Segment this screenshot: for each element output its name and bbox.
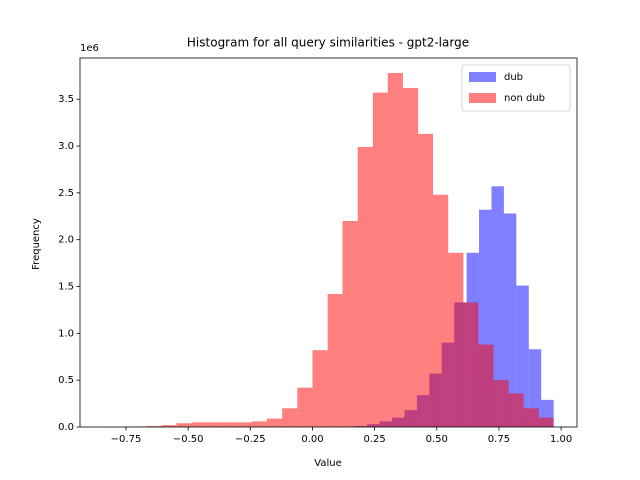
- x-axis-label: Value: [314, 458, 341, 469]
- legend-swatch: [469, 72, 496, 82]
- histogram-bar: [206, 422, 222, 427]
- x-tick-label: 0.25: [363, 434, 385, 445]
- histogram-bar: [146, 426, 162, 427]
- chart-title: Histogram for all query similarities - g…: [187, 36, 469, 50]
- histogram-bar: [372, 92, 388, 427]
- axes-frame: [79, 57, 578, 428]
- histogram-bar: [418, 133, 434, 427]
- histogram-bar: [312, 350, 328, 427]
- x-tick-label: 1.00: [550, 434, 572, 445]
- histogram-bar: [538, 417, 554, 427]
- histogram-bar: [221, 422, 237, 427]
- histogram-bar: [297, 387, 313, 427]
- histogram-bar: [463, 302, 479, 427]
- histogram-bar: [508, 393, 524, 427]
- histogram-bar: [342, 220, 358, 427]
- y-axis-label: Frequency: [31, 218, 42, 270]
- histogram-bar: [236, 422, 253, 427]
- histogram-bar: [266, 418, 283, 427]
- histogram-bar: [191, 422, 207, 427]
- x-tick-label: 0.00: [301, 434, 323, 445]
- histogram-bar: [357, 146, 373, 427]
- x-tick-label: −0.50: [173, 434, 204, 445]
- y-offset-label: 1e6: [80, 43, 99, 54]
- histogram-bar: [252, 421, 267, 427]
- y-tick-label: 2.5: [58, 188, 74, 199]
- y-tick-label: 1.5: [58, 282, 74, 293]
- histogram-bar: [493, 380, 509, 427]
- x-tick-label: 0.50: [426, 434, 448, 445]
- histogram-bar: [528, 349, 542, 427]
- y-tick-label: 1.0: [58, 328, 74, 339]
- histogram-bar: [523, 408, 539, 427]
- legend-swatch: [469, 93, 496, 103]
- histogram-bar: [491, 186, 504, 427]
- y-tick-label: 2.0: [58, 235, 74, 246]
- histogram-bar: [478, 344, 494, 427]
- histogram-bar: [161, 425, 177, 427]
- y-tick-label: 3.0: [58, 141, 74, 152]
- y-tick-label: 0.5: [58, 375, 74, 386]
- histogram-bar: [282, 408, 298, 427]
- histogram-bar: [387, 72, 403, 427]
- y-tick-label: 0.0: [58, 422, 74, 433]
- x-tick-label: 0.75: [488, 434, 510, 445]
- histogram-bar: [448, 252, 464, 427]
- legend-label: dub: [504, 72, 523, 83]
- x-tick-label: −0.25: [235, 434, 266, 445]
- histogram-bar: [402, 87, 419, 427]
- y-tick-label: 3.5: [58, 94, 74, 105]
- x-tick-label: −0.75: [111, 434, 142, 445]
- histogram-bar: [176, 423, 192, 427]
- legend-label: non dub: [504, 93, 545, 104]
- histogram-bar: [433, 194, 449, 427]
- histogram-bar: [503, 213, 517, 427]
- histogram-bar: [516, 285, 529, 427]
- histogram-bar: [327, 294, 343, 427]
